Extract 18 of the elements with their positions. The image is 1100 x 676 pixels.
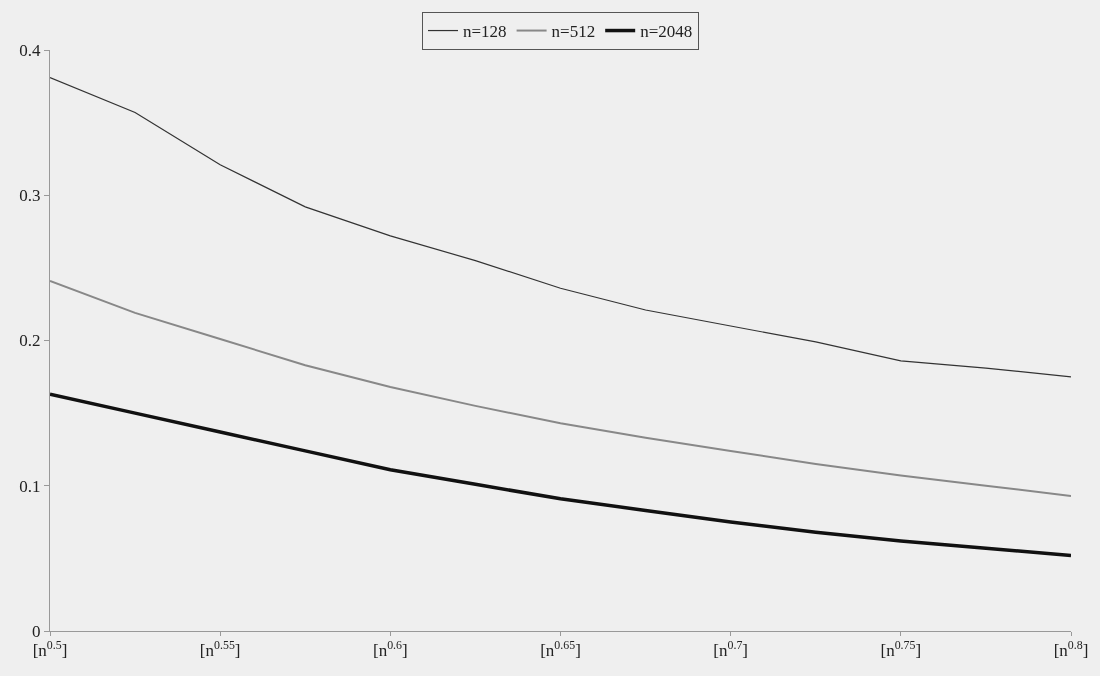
x-tick-label: [n$^{0.5}$]: [32, 638, 68, 661]
y-tick-label: 0: [32, 621, 41, 641]
line-series: [50, 77, 1071, 378]
x-tick-label: [n$^{0.75}$]: [880, 638, 922, 661]
legend-label: n=2048: [640, 22, 693, 42]
legend-label: n=512: [551, 22, 596, 42]
legend-label: n=128: [463, 22, 507, 42]
x-tick-label: [n$^{0.7}$]: [713, 638, 749, 661]
x-tick-label: [n$^{0.8}$]: [1053, 638, 1089, 661]
y-tick-label: 0.4: [19, 40, 42, 60]
x-tick-label: [n$^{0.65}$]: [540, 638, 581, 661]
y-tick-label: 0.3: [19, 186, 41, 206]
line-series: [50, 392, 1071, 558]
x-tick-label: [n$^{0.55}$]: [199, 638, 241, 661]
x-tick-label: [n$^{0.6}$]: [372, 638, 408, 661]
y-tick-label: 0.1: [19, 476, 41, 496]
y-tick-label: 0.2: [19, 331, 41, 351]
line-series: [50, 279, 1071, 497]
